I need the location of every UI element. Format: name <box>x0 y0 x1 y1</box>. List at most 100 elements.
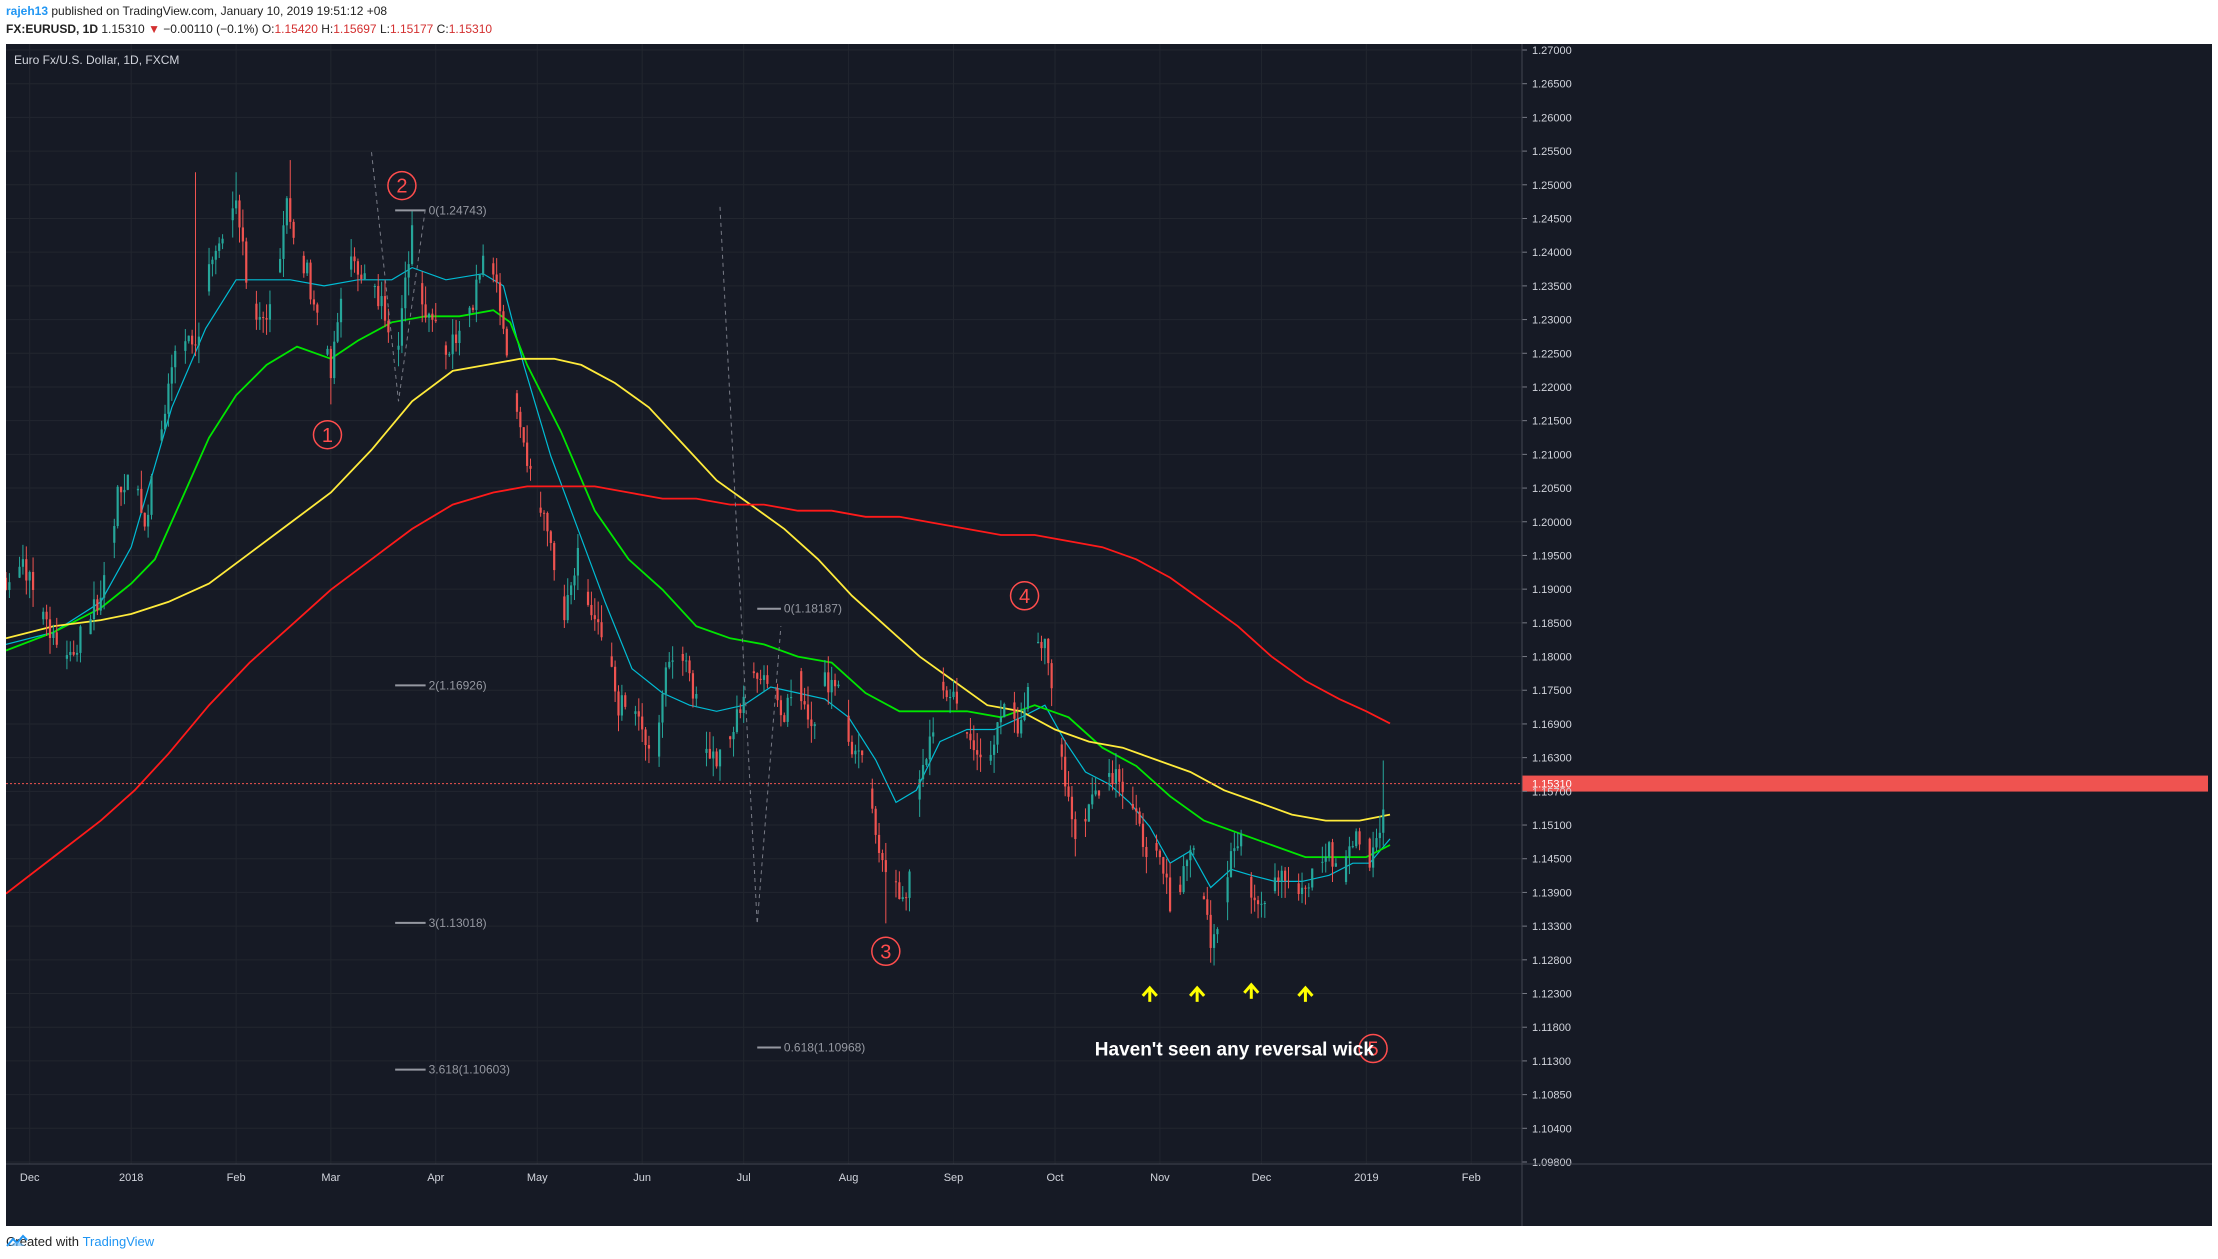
candle-body <box>1209 914 1212 948</box>
candle-body <box>1240 834 1243 847</box>
candle-body <box>1020 720 1023 734</box>
candle-body <box>918 779 921 800</box>
candle-body <box>52 632 55 638</box>
candle-body <box>732 732 735 740</box>
candle-body <box>1229 851 1233 878</box>
candle-body <box>1334 863 1337 867</box>
candle-body <box>921 764 925 780</box>
candle-body <box>25 559 28 581</box>
candle-body <box>1060 744 1063 757</box>
candle-body <box>235 200 238 209</box>
author-link[interactable]: rajeh13 <box>6 4 49 18</box>
candle-body <box>1016 718 1019 734</box>
candle-body <box>1118 769 1121 782</box>
candle-body <box>945 690 948 698</box>
candle-body <box>779 700 783 716</box>
time-tick-label: Jul <box>737 1172 751 1184</box>
candle-body <box>316 304 319 313</box>
candle-body <box>1284 870 1287 881</box>
tradingview-link[interactable]: TradingView <box>82 1234 155 1249</box>
candle-body <box>553 543 556 571</box>
candle-body <box>1094 790 1097 795</box>
close-value: 1.15310 <box>448 22 493 36</box>
candle-body <box>989 754 992 761</box>
price-tick-label: 1.11300 <box>1532 1056 1571 1068</box>
candle-body <box>908 871 911 898</box>
annotation-circle <box>871 936 901 967</box>
candle-body <box>400 308 404 346</box>
candle-body <box>590 604 593 616</box>
candle-body <box>857 750 860 752</box>
candle-body <box>593 615 596 620</box>
candle-body <box>1287 880 1290 882</box>
candle-body <box>495 274 498 283</box>
candle-body <box>79 626 82 653</box>
time-tick-label: May <box>527 1172 548 1184</box>
time-tick-label: Jun <box>633 1172 651 1184</box>
chart-panel[interactable]: 0(1.24743) 2(1.16926) 3(1.13018) 3.618(1.10… <box>6 44 2212 1226</box>
candle-body <box>31 572 35 590</box>
candle-body <box>197 336 200 346</box>
time-tick-label: Nov <box>1150 1172 1170 1184</box>
low-value: 1.15177 <box>389 22 434 36</box>
price-tick-label: 1.14500 <box>1532 854 1572 866</box>
price-tick-label: 1.15100 <box>1532 820 1572 832</box>
candle-body <box>1351 846 1354 848</box>
candle-body <box>48 619 52 638</box>
candle-body <box>1064 756 1067 787</box>
candle-body <box>752 671 755 674</box>
price-tick-label: 1.20500 <box>1532 483 1572 495</box>
candle-body <box>894 881 898 883</box>
candle-body <box>668 661 671 668</box>
candle-body <box>69 652 72 656</box>
candle-body <box>661 693 664 723</box>
candle-body <box>664 667 667 694</box>
candle-body <box>194 344 197 346</box>
candle-body <box>1050 663 1053 689</box>
candle-body <box>1013 702 1016 719</box>
candle-body <box>576 547 579 576</box>
candle-body <box>265 318 268 320</box>
price-tick-label: 1.19000 <box>1532 584 1572 596</box>
candle-body <box>245 241 248 283</box>
candle-body <box>278 258 282 273</box>
reversal-note: Haven't seen any reversal wick <box>1095 1040 1375 1061</box>
candle-body <box>238 200 241 228</box>
candle-body <box>492 263 495 275</box>
candle-body <box>211 259 214 265</box>
candle-body <box>89 619 92 635</box>
candle-body <box>184 341 187 351</box>
candle-body <box>18 566 21 578</box>
candle-body <box>262 317 265 319</box>
candle-body <box>1023 708 1026 721</box>
candle-body <box>847 715 850 742</box>
time-tick-label: 2018 <box>119 1172 143 1184</box>
candle-body <box>502 311 505 329</box>
candle-body <box>1324 856 1327 862</box>
candle-body <box>350 256 353 270</box>
candle-body <box>434 319 437 322</box>
candle-body <box>1026 687 1030 709</box>
candle-body <box>6 577 8 590</box>
price-tick-label: 1.24500 <box>1532 213 1572 225</box>
candle-body <box>1250 876 1253 898</box>
candle-body <box>292 221 295 238</box>
candle-body <box>1304 887 1307 889</box>
price-tick-label: 1.10400 <box>1532 1123 1572 1135</box>
candle-body <box>75 652 79 655</box>
candle-body <box>685 660 688 662</box>
candle-body <box>136 488 140 491</box>
candle-body <box>241 227 244 242</box>
price-chart[interactable]: 0(1.24743) 2(1.16926) 3(1.13018) 3.618(1.10… <box>6 44 2212 1226</box>
candle-body <box>1321 861 1324 863</box>
candle-body <box>712 751 715 759</box>
candle-body <box>475 279 478 310</box>
price-tick-label: 1.19500 <box>1532 550 1572 562</box>
candle-body <box>1003 703 1006 718</box>
candle-body <box>756 673 759 679</box>
candle-body <box>377 285 380 307</box>
candle-body <box>451 334 454 355</box>
candle-body <box>1189 849 1192 861</box>
candle-body <box>92 599 96 620</box>
candle-body <box>1087 804 1090 822</box>
